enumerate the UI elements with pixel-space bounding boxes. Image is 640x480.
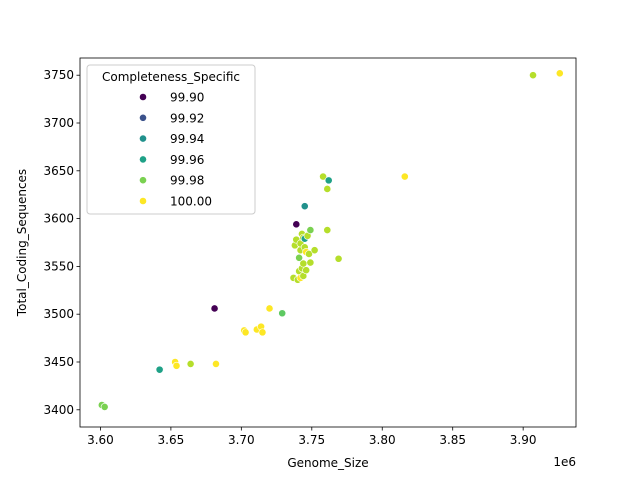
- data-point: [324, 176, 333, 185]
- data-point: [300, 202, 309, 211]
- y-tick-label: 3750: [43, 68, 74, 82]
- data-point: [334, 254, 343, 263]
- x-tick-label: 3.90: [510, 433, 537, 447]
- data-point: [555, 69, 564, 78]
- legend-marker: [139, 155, 147, 164]
- data-point: [319, 172, 327, 181]
- legend: Completeness_Specific 99.9099.9299.9499.…: [86, 64, 256, 215]
- x-tick-label: 3.60: [87, 433, 114, 447]
- data-point: [306, 226, 315, 234]
- legend-marker: [139, 176, 147, 185]
- data-point: [529, 71, 537, 80]
- x-tick-label: 3.75: [298, 433, 325, 447]
- legend-frame: [86, 64, 256, 215]
- y-tick-label: 3400: [43, 403, 74, 417]
- y-axis-label: Total_Coding_Sequences: [15, 169, 29, 317]
- legend-label: 99.92: [170, 111, 204, 125]
- data-point: [305, 250, 313, 258]
- x-tick-label: 3.85: [439, 433, 466, 447]
- x-axis-offset-label: 1e6: [553, 455, 576, 469]
- data-point: [172, 361, 181, 370]
- data-point: [155, 365, 164, 374]
- legend-entries: 99.90 99.92 99.94 99.96 99.98 100.00: [139, 91, 212, 209]
- y-tick-label: 3500: [43, 307, 74, 321]
- legend-title: Completeness_Specific: [102, 70, 240, 84]
- legend-marker: [139, 113, 147, 122]
- legend-label: 100.00: [170, 195, 212, 209]
- data-point: [100, 403, 109, 411]
- y-tick-label: 3600: [43, 212, 74, 226]
- data-point: [323, 226, 332, 234]
- legend-label: 99.98: [170, 174, 204, 188]
- data-point: [323, 185, 332, 193]
- data-point: [186, 360, 195, 368]
- data-point: [295, 253, 304, 262]
- data-point: [302, 266, 311, 275]
- data-point: [400, 172, 409, 181]
- data-point: [241, 328, 250, 337]
- legend-marker: [139, 134, 147, 143]
- legend-label: 99.94: [170, 132, 204, 146]
- data-point: [292, 220, 301, 229]
- x-axis-label: Genome_Size: [287, 456, 368, 470]
- data-point: [278, 309, 287, 318]
- y-tick-label: 3700: [43, 116, 74, 130]
- y-tick-label: 3450: [43, 355, 74, 369]
- points-layer: [97, 69, 564, 411]
- data-point: [258, 328, 267, 337]
- data-point: [310, 246, 319, 255]
- y-tick-label: 3550: [43, 259, 74, 273]
- data-point: [212, 360, 220, 368]
- legend-label: 99.96: [170, 153, 204, 167]
- y-axis-ticks: 3400 3450 3500 3550 3600 3650 3700 3750: [43, 68, 80, 417]
- data-point: [210, 304, 219, 313]
- data-point: [265, 304, 274, 313]
- data-point: [299, 259, 308, 268]
- plot-frame: [79, 57, 577, 428]
- legend-marker: [139, 93, 147, 101]
- data-point: [306, 258, 315, 267]
- x-tick-label: 3.65: [158, 433, 185, 447]
- legend-marker: [139, 197, 147, 205]
- x-tick-label: 3.80: [369, 433, 396, 447]
- x-tick-label: 3.70: [228, 433, 255, 447]
- x-axis-ticks: 3.60 3.65 3.70 3.75 3.80 3.85 3.90: [87, 427, 537, 447]
- y-tick-label: 3650: [43, 164, 74, 178]
- legend-label: 99.90: [170, 91, 204, 105]
